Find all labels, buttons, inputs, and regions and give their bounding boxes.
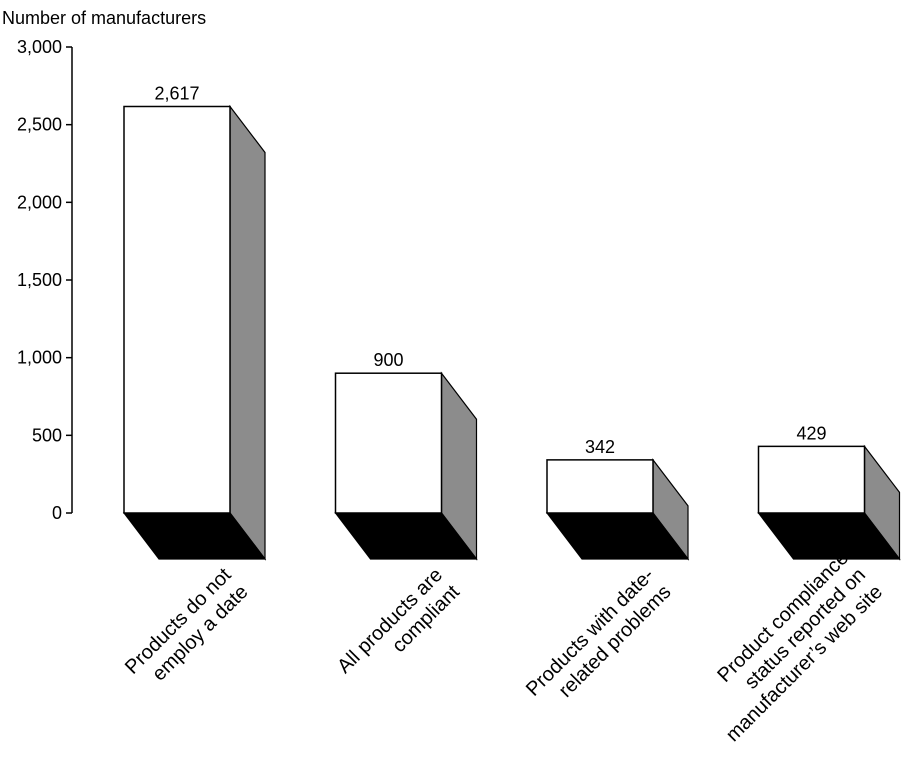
bar-side-face (229, 104, 266, 561)
y-tick-label: 0 (52, 503, 62, 523)
bar (546, 459, 654, 514)
bar (123, 105, 231, 514)
y-tick-label: 3,000 (17, 37, 62, 57)
data-label: 2,617 (154, 83, 199, 103)
y-tick-label: 1,000 (17, 348, 62, 368)
bar (334, 372, 443, 514)
category-label: Products with date-related problems (522, 564, 676, 702)
y-axis: 0 500 1,000 1,500 2,000 2,500 3,000 (17, 37, 72, 523)
y-tick-label: 1,500 (17, 270, 62, 290)
data-label: 342 (585, 437, 615, 457)
y-tick-label: 2,000 (17, 192, 62, 212)
bars: 2,617 900 342 429 (122, 83, 901, 561)
bar (757, 445, 866, 514)
data-label: 429 (796, 423, 826, 443)
y-tick-label: 500 (32, 425, 62, 445)
y-axis-title: Number of manufacturers (2, 8, 206, 28)
data-label: 900 (373, 350, 403, 370)
y-tick-label: 2,500 (17, 115, 62, 135)
